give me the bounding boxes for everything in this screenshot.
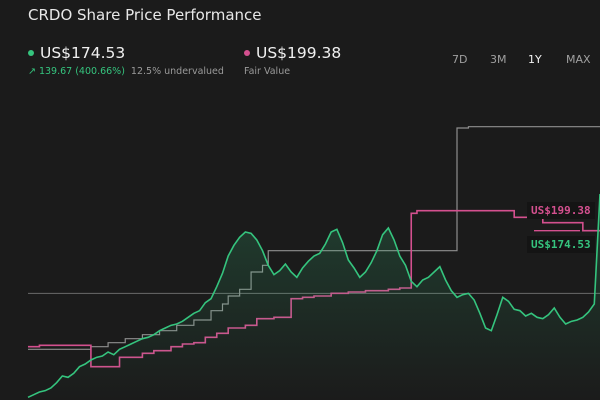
valuation-note: 12.5% undervalued [130,66,224,77]
price-line [27,193,600,399]
fair-value-label: Fair Value [244,66,291,77]
up-arrow-icon: ↗ [28,66,36,77]
chart-title: CRDO Share Price Performance [28,6,262,24]
fair-value-block: US$199.38 Fair Value [244,44,341,77]
current-price: US$174.53 [40,44,126,62]
tab-max[interactable]: MAX [566,53,591,66]
tab-7d[interactable]: 7D [452,53,468,66]
current-price-block: US$174.53 ↗ 139.67 (400.66%) 12.5% underva… [28,44,224,77]
price-change: 139.67 (400.66%) [38,66,125,77]
fair-value-price: US$199.38 [256,44,342,62]
price-dot-icon [28,50,34,56]
range-tabs: 7D 3M 1Y MAX [452,53,591,66]
fair-value-dot-icon [244,50,250,56]
price-area [28,193,600,400]
fair-value-flag: US$199.38 [527,201,595,219]
price-flag: US$174.53 [527,236,595,254]
tab-1y[interactable]: 1Y [528,53,542,66]
tab-3m[interactable]: 3M [490,53,507,66]
